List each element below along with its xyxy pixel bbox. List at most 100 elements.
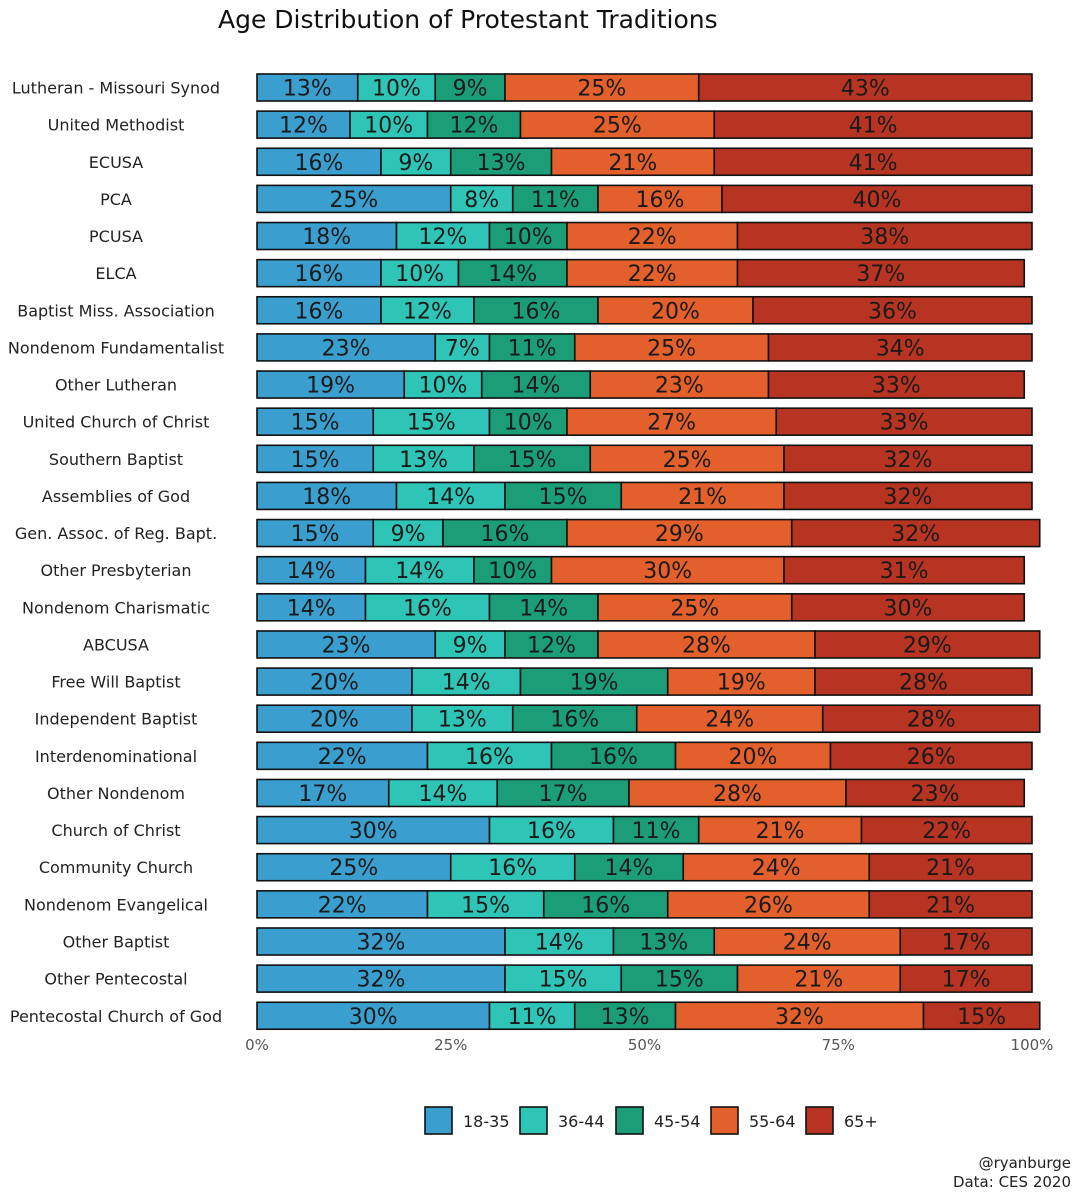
bar-value-label: 10% bbox=[364, 114, 413, 139]
bar-value-label: 28% bbox=[713, 782, 762, 807]
bar-value-label: 14% bbox=[419, 782, 468, 807]
bar-value-label: 19% bbox=[570, 671, 619, 696]
bar-segment bbox=[256, 73, 359, 102]
bar-segment bbox=[256, 667, 413, 696]
bar-segment bbox=[511, 704, 638, 734]
bar-value-label: 11% bbox=[508, 1005, 557, 1030]
bar-value-label: 12% bbox=[279, 114, 328, 139]
bar-value-label: 17% bbox=[298, 782, 347, 807]
bar-value-label: 43% bbox=[841, 77, 890, 102]
bar-segment bbox=[426, 110, 522, 139]
bar-segment bbox=[597, 184, 723, 214]
bar-value-label: 16% bbox=[403, 596, 452, 621]
bar-value-label: 16% bbox=[527, 819, 576, 844]
bar-value-label: 21% bbox=[794, 968, 843, 993]
bar-segment bbox=[899, 964, 1033, 993]
bar-segment bbox=[488, 815, 615, 845]
bar-segment bbox=[922, 1001, 1041, 1031]
bar-value-label: 17% bbox=[942, 968, 991, 993]
category-label: ECUSA bbox=[89, 153, 143, 172]
bar-segment bbox=[597, 630, 816, 659]
bar-segment bbox=[573, 1001, 677, 1031]
bar-value-label: 33% bbox=[872, 374, 921, 399]
legend-swatch bbox=[424, 1106, 453, 1135]
bar-segment bbox=[783, 555, 1026, 585]
bar-segment bbox=[868, 890, 1033, 919]
bar-value-label: 12% bbox=[450, 114, 499, 139]
bar-value-label: 13% bbox=[399, 448, 448, 473]
category-label: United Methodist bbox=[48, 116, 185, 135]
legend-swatch bbox=[519, 1106, 548, 1135]
bar-value-label: 11% bbox=[632, 819, 681, 844]
bar-value-label: 32% bbox=[884, 448, 933, 473]
bar-value-label: 21% bbox=[926, 893, 975, 918]
bar-segment bbox=[829, 741, 1033, 771]
bar-value-label: 14% bbox=[287, 559, 336, 584]
bar-value-label: 25% bbox=[647, 336, 696, 361]
x-tick-label: 25% bbox=[434, 1036, 467, 1054]
bar-segment bbox=[573, 852, 685, 882]
bar-value-label: 26% bbox=[744, 893, 793, 918]
bar-segment bbox=[256, 778, 390, 808]
bar-segment bbox=[256, 1001, 491, 1031]
bar-value-label: 15% bbox=[291, 448, 340, 473]
bar-value-label: 10% bbox=[504, 225, 553, 250]
category-label: Nondenom Evangelical bbox=[24, 895, 208, 914]
bar-value-label: 16% bbox=[295, 151, 344, 176]
bar-value-label: 25% bbox=[663, 448, 712, 473]
bar-value-label: 10% bbox=[419, 374, 468, 399]
credit-source: Data: CES 2020 bbox=[953, 1173, 1071, 1191]
bar-value-label: 14% bbox=[605, 856, 654, 881]
bar-segment bbox=[411, 667, 522, 696]
bar-value-label: 41% bbox=[849, 114, 898, 139]
legend-swatch bbox=[805, 1106, 834, 1135]
bar-value-label: 28% bbox=[682, 633, 731, 658]
bar-value-label: 14% bbox=[535, 930, 584, 955]
bar-segment bbox=[496, 778, 630, 808]
bar-segment bbox=[256, 184, 452, 214]
bar-segment bbox=[449, 147, 553, 177]
bar-value-label: 13% bbox=[639, 930, 688, 955]
bar-value-label: 24% bbox=[705, 708, 754, 733]
category-label: Church of Christ bbox=[51, 821, 180, 840]
bar-value-label: 18% bbox=[302, 485, 351, 510]
bar-value-label: 15% bbox=[461, 893, 510, 918]
category-label: Other Lutheran bbox=[55, 376, 177, 395]
bar-value-label: 25% bbox=[593, 114, 642, 139]
bar-segment bbox=[256, 370, 406, 399]
bar-value-label: 16% bbox=[636, 188, 685, 213]
bar-value-label: 10% bbox=[395, 262, 444, 287]
bar-segment bbox=[612, 815, 700, 845]
category-label: Assemblies of God bbox=[42, 487, 190, 506]
bar-value-label: 28% bbox=[899, 671, 948, 696]
category-label: Gen. Assoc. of Reg. Bapt. bbox=[15, 524, 217, 543]
bar-value-label: 16% bbox=[488, 856, 537, 881]
bar-segment bbox=[845, 778, 1026, 808]
bar-value-label: 10% bbox=[504, 411, 553, 436]
bar-value-label: 16% bbox=[550, 708, 599, 733]
bar-value-label: 22% bbox=[318, 745, 367, 770]
bar-segment bbox=[256, 221, 398, 251]
bar-value-label: 37% bbox=[856, 262, 905, 287]
category-label: Lutheran - Missouri Synod bbox=[12, 79, 220, 98]
category-label: ABCUSA bbox=[83, 635, 149, 654]
bar-segment bbox=[411, 704, 514, 734]
bar-segment bbox=[821, 704, 1041, 734]
bar-segment bbox=[256, 110, 351, 139]
bar-value-label: 11% bbox=[508, 336, 557, 361]
bar-value-label: 19% bbox=[306, 374, 355, 399]
category-label: Nondenom Fundamentalist bbox=[8, 338, 224, 357]
bar-segment bbox=[504, 964, 623, 993]
bar-value-label: 20% bbox=[310, 671, 359, 696]
bar-segment bbox=[364, 555, 475, 585]
bar-segment bbox=[488, 1001, 576, 1031]
legend-swatch bbox=[615, 1106, 644, 1135]
bar-segment bbox=[380, 147, 452, 177]
bar-value-label: 19% bbox=[717, 671, 766, 696]
bar-value-label: 15% bbox=[655, 968, 704, 993]
bar-value-label: 14% bbox=[442, 671, 491, 696]
bar-value-label: 15% bbox=[539, 968, 588, 993]
bar-value-label: 10% bbox=[372, 77, 421, 102]
bar-segment bbox=[256, 444, 375, 474]
